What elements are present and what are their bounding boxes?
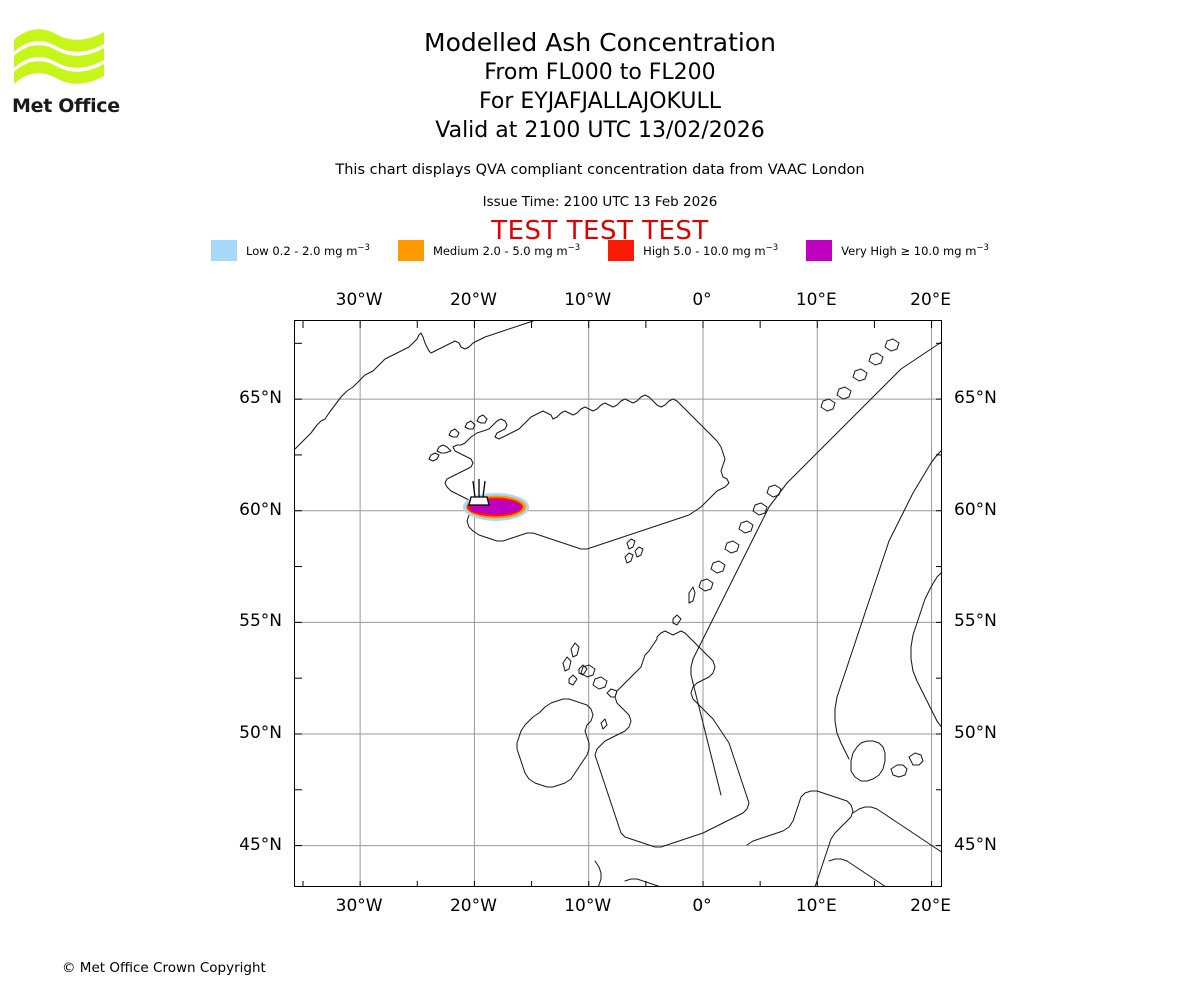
lon-tick-bottom-0: 30°W (335, 896, 383, 916)
lon-tick-top-0: 30°W (335, 290, 383, 310)
lat-tick-left-4: 65°N (239, 388, 282, 409)
page-title: Modelled Ash Concentration (424, 28, 776, 57)
test-banner: TEST TEST TEST (491, 216, 709, 246)
map-container: 30°W 20°W 10°W 0° 10°E 20°E 30°W 20°W 10°W 0° 10°… (239, 290, 997, 916)
lon-tick-top-5: 20°E (910, 290, 951, 310)
lat-tick-right-2: 55°N (954, 611, 997, 632)
coastlines (295, 321, 941, 886)
copyright-notice: © Met Office Crown Copyright (62, 960, 266, 976)
concentration-legend: Low 0.2 - 2.0 mg m−3 Medium 2.0 - 5.0 mg … (0, 240, 1200, 261)
lon-tick-top-3: 0° (692, 290, 712, 310)
legend-low: Low 0.2 - 2.0 mg m−3 (211, 240, 370, 261)
legend-medium-label: Medium 2.0 - 5.0 mg m−3 (432, 243, 581, 258)
legend-low-swatch (211, 240, 238, 261)
flight-level-range: From FL000 to FL200 (484, 60, 716, 85)
chart-header: Modelled Ash Concentration From FL000 to… (0, 0, 1200, 246)
legend-high-swatch (608, 240, 635, 261)
axis-minor-ticks (295, 321, 941, 886)
map-plot-frame (294, 320, 942, 887)
issue-time: Issue Time: 2100 UTC 13 Feb 2026 (482, 194, 718, 210)
legend-high: High 5.0 - 10.0 mg m−3 (608, 240, 778, 261)
met-office-wave-mark (14, 29, 104, 84)
legend-low-label: Low 0.2 - 2.0 mg m−3 (246, 243, 370, 258)
lat-tick-left-2: 55°N (239, 611, 282, 632)
lon-tick-bottom-5: 20°E (910, 896, 951, 916)
valid-time: Valid at 2100 UTC 13/02/2026 (435, 118, 765, 143)
legend-very-high: Very High ≥ 10.0 mg m−3 (806, 240, 989, 261)
volcano-name: For EYJAFJALLAJOKULL (479, 89, 721, 114)
lat-tick-right-3: 60°N (954, 499, 997, 520)
lon-tick-bottom-1: 20°W (449, 896, 497, 916)
legend-very-high-label: Very High ≥ 10.0 mg m−3 (841, 243, 989, 258)
lon-tick-top-1: 20°W (449, 290, 497, 310)
lon-tick-bottom-3: 0° (692, 896, 712, 916)
met-office-logo: Met Office (12, 22, 132, 117)
lat-tick-right-4: 65°N (954, 388, 997, 409)
legend-medium-swatch (397, 240, 424, 261)
lat-tick-left-3: 60°N (239, 499, 282, 520)
legend-high-label: High 5.0 - 10.0 mg m−3 (643, 243, 779, 258)
qva-note: This chart displays QVA compliant concen… (335, 162, 865, 178)
legend-medium: Medium 2.0 - 5.0 mg m−3 (397, 240, 581, 261)
lon-tick-bottom-4: 10°E (795, 896, 837, 916)
lon-tick-top-4: 10°E (795, 290, 837, 310)
lat-tick-right-0: 45°N (954, 834, 997, 855)
lat-tick-right-1: 50°N (954, 722, 997, 743)
lon-tick-top-2: 10°W (564, 290, 612, 310)
graticule-gridlines (295, 321, 941, 886)
lat-tick-left-0: 45°N (239, 834, 282, 855)
volcano-source-marker (468, 479, 490, 506)
met-office-logo-text: Met Office (12, 95, 120, 117)
lon-tick-bottom-2: 10°W (564, 896, 612, 916)
map-graphics (295, 321, 941, 886)
legend-very-high-swatch (806, 240, 833, 261)
lat-tick-left-1: 50°N (239, 722, 282, 743)
